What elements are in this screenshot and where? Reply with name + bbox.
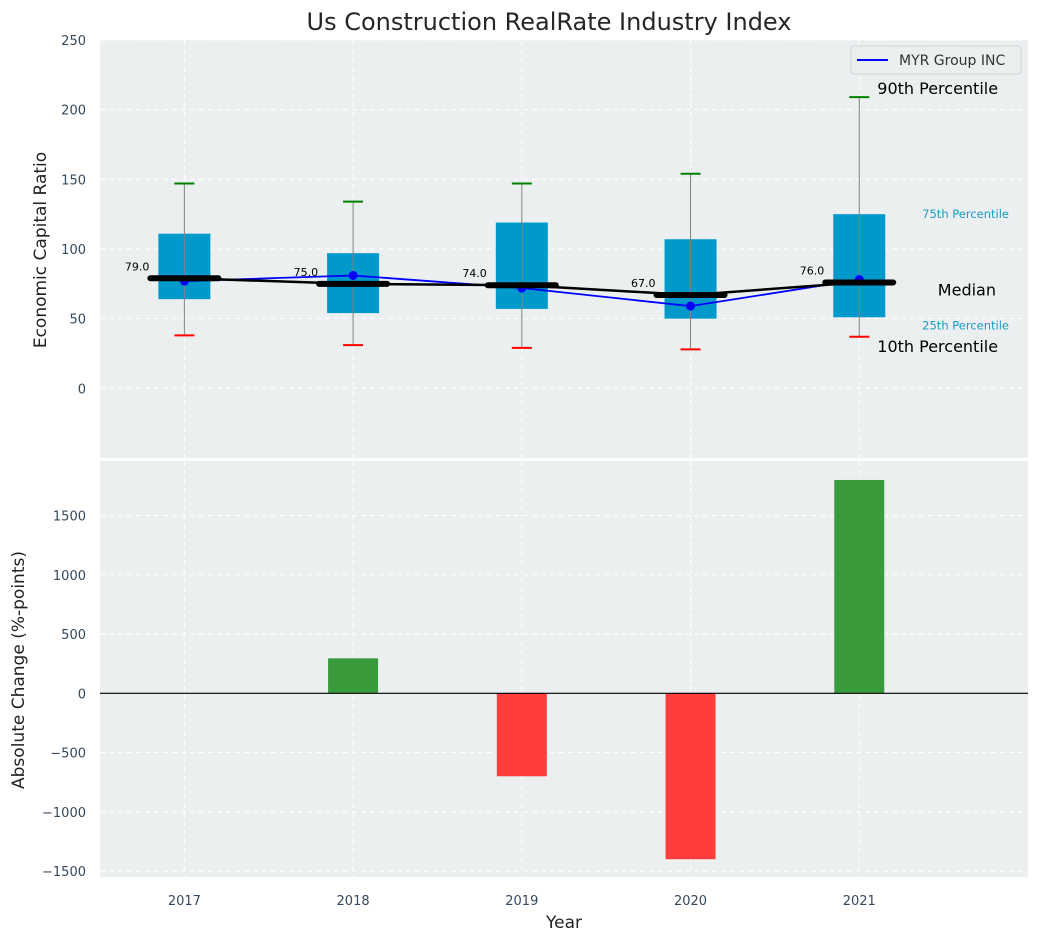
median-value-label: 67.0	[631, 277, 656, 290]
top-panel: 0 50 100 150 200 250 79.0 75.0 74.0 67.0 76.0 90t…	[31, 34, 1028, 458]
bottom-y-tick-label: 500	[61, 628, 86, 643]
bottom-plot-background	[100, 461, 1028, 877]
chart-title: Us Construction RealRate Industry Index	[307, 8, 792, 36]
negative-change-bar	[665, 693, 716, 860]
x-tick-label: 2021	[843, 894, 876, 909]
annotation-25th-percentile: 25th Percentile	[922, 318, 1009, 332]
top-y-tick-label: 100	[61, 243, 86, 258]
median-value-label: 76.0	[800, 264, 825, 277]
x-ticks: 2017 2018 2019 2020 2021	[168, 894, 876, 909]
annotation-75th-percentile: 75th Percentile	[922, 207, 1009, 221]
x-tick-label: 2018	[337, 894, 370, 909]
bottom-y-tick-label: −500	[50, 747, 86, 762]
bottom-y-tick-label: 1500	[53, 510, 86, 525]
x-tick-label: 2019	[505, 894, 538, 909]
bottom-y-tick-label: −1000	[42, 806, 86, 821]
bottom-y-ticks: −1500 −1000 −500 0 500 1000 1500	[42, 510, 86, 881]
bottom-y-tick-label: 1000	[53, 569, 86, 584]
bottom-y-tick-label: 0	[78, 687, 86, 702]
positive-change-bar	[834, 479, 885, 694]
top-lines: 79.0 75.0 74.0 67.0 76.0	[125, 260, 897, 311]
bottom-y-tick-label: −1500	[42, 865, 86, 880]
legend: MYR Group INC	[850, 45, 1022, 75]
top-y-ticks: 0 50 100 150 200 250	[61, 34, 86, 397]
negative-change-bar	[496, 693, 547, 777]
box-plots	[158, 96, 886, 351]
top-y-tick-label: 50	[69, 313, 86, 328]
change-bars	[100, 479, 1028, 860]
annotation-median: Median	[938, 280, 996, 299]
top-y-tick-label: 200	[61, 104, 86, 119]
x-tick-label: 2017	[168, 894, 201, 909]
top-y-tick-label: 150	[61, 173, 86, 188]
myr-group-point	[348, 270, 358, 280]
median-value-label: 75.0	[294, 266, 319, 279]
percentile-annotations: 90th Percentile 75th Percentile Median 2…	[877, 79, 1009, 356]
x-axis-label: Year	[545, 913, 582, 933]
positive-change-bar	[328, 658, 379, 694]
myr-group-point	[686, 301, 696, 311]
annotation-90th-percentile: 90th Percentile	[877, 79, 998, 98]
top-y-tick-label: 250	[61, 34, 86, 49]
top-y-tick-label: 0	[78, 382, 86, 397]
median-value-label: 74.0	[462, 267, 487, 280]
median-value-label: 79.0	[125, 260, 150, 273]
legend-box	[850, 45, 1022, 75]
x-tick-label: 2020	[674, 894, 707, 909]
legend-entry-myr-group: MYR Group INC	[899, 53, 1005, 69]
bottom-y-axis-label: Absolute Change (%-points)	[9, 551, 29, 789]
top-y-axis-label: Economic Capital Ratio	[31, 152, 51, 348]
annotation-10th-percentile: 10th Percentile	[877, 337, 998, 356]
